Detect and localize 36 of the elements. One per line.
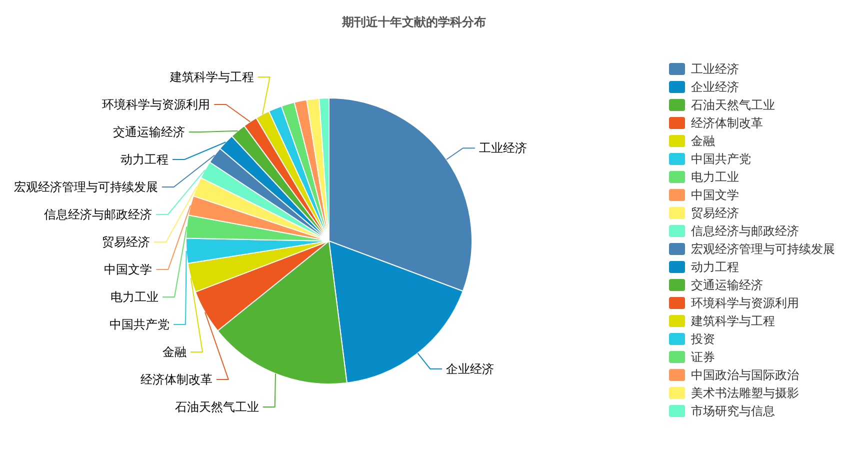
slice-label: 石油天然气工业: [174, 400, 259, 414]
slice-label: 金融: [162, 345, 187, 359]
legend-label: 宏观经济管理与可持续发展: [691, 240, 835, 258]
legend-label: 交通运输经济: [691, 276, 763, 294]
legend-label: 中国文学: [691, 186, 739, 204]
slice-label: 环境科学与资源利用: [102, 98, 210, 112]
slice-label: 电力工业: [110, 290, 158, 304]
legend-label: 证券: [691, 348, 715, 366]
slice-label: 建筑科学与工程: [168, 70, 254, 84]
legend-label: 电力工业: [691, 168, 739, 186]
legend-label: 市场研究与信息: [691, 402, 775, 420]
legend-label: 建筑科学与工程: [691, 312, 775, 330]
legend-label: 企业经济: [691, 78, 739, 96]
legend-label: 环境科学与资源利用: [691, 294, 799, 312]
slice-label: 动力工程: [120, 152, 169, 166]
legend-label: 经济体制改革: [691, 114, 763, 132]
legend-label: 石油天然气工业: [691, 96, 775, 114]
legend-label: 工业经济: [691, 60, 739, 78]
slice-label: 企业经济: [446, 362, 494, 376]
legend-label: 贸易经济: [691, 204, 739, 222]
legend-label: 投资: [691, 330, 715, 348]
slice-label: 中国共产党: [110, 318, 170, 332]
slice-label: 宏观经济管理与可持续发展: [14, 180, 158, 194]
legend-label: 信息经济与邮政经济: [691, 222, 799, 240]
slice-label: 交通运输经济: [113, 125, 186, 139]
chart-title: 期刊近十年文献的学科分布: [341, 14, 487, 31]
legend-label: 中国共产党: [691, 150, 751, 168]
slice-label: 经济体制改革: [140, 372, 212, 386]
slice-label: 信息经济与邮政经济: [44, 208, 152, 222]
slice-label: 工业经济: [478, 141, 527, 156]
legend-label: 动力工程: [691, 258, 739, 276]
slice-label: 贸易经济: [102, 235, 150, 249]
legend-label: 美术书法雕塑与摄影: [691, 384, 799, 402]
legend-label: 中国政治与国际政治: [691, 366, 799, 384]
slice-label: 中国文学: [104, 262, 152, 276]
legend-label: 金融: [691, 132, 715, 150]
